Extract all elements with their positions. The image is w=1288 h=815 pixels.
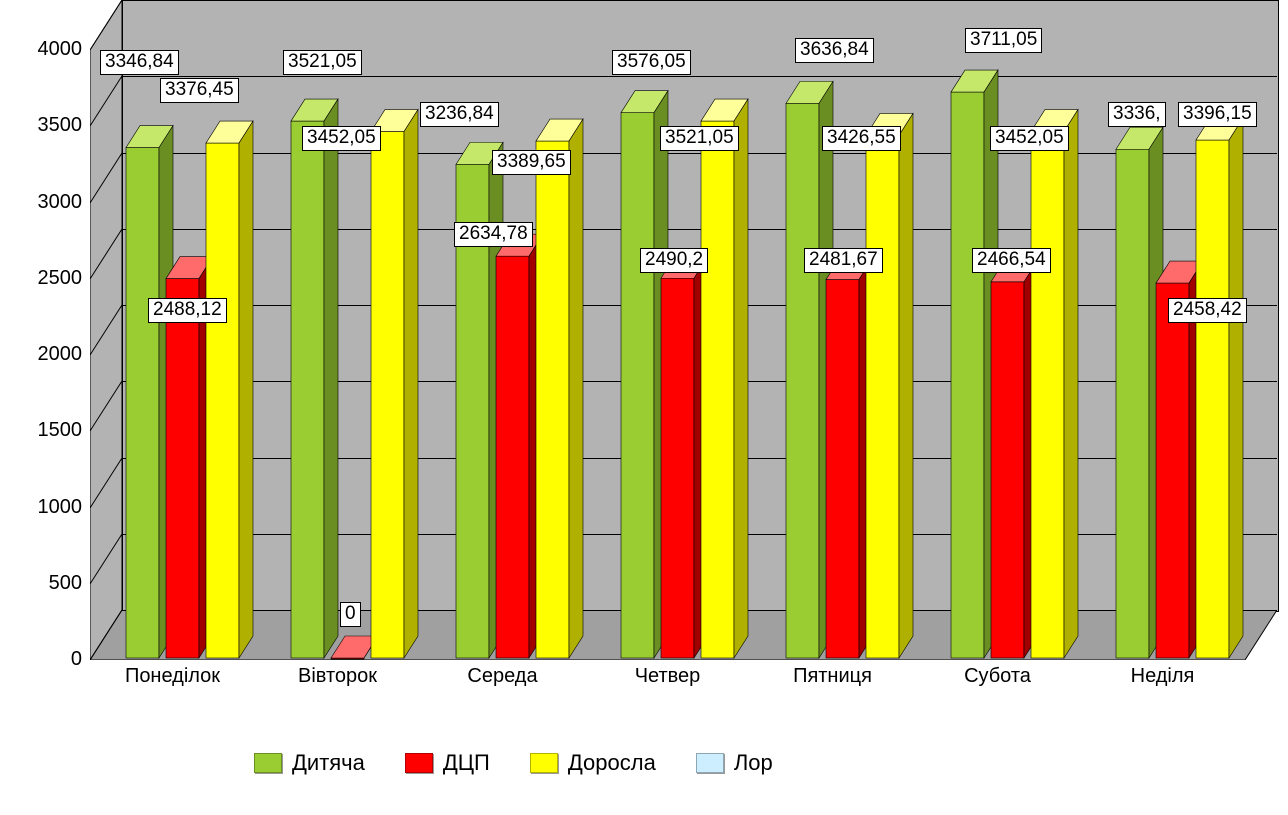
data-label: 3521,05 xyxy=(283,50,362,75)
gridline-side xyxy=(90,458,122,508)
legend-label: Дитяча xyxy=(292,750,365,776)
data-label: 0 xyxy=(340,602,361,627)
gridline-side xyxy=(90,76,122,126)
legend-swatch xyxy=(696,753,724,773)
data-label: 3376,45 xyxy=(160,78,239,103)
bar-side xyxy=(324,99,338,658)
data-label: 3236,84 xyxy=(420,102,499,127)
y-tick-label: 1000 xyxy=(0,496,82,519)
plot-area xyxy=(122,0,1277,660)
data-label: 3452,05 xyxy=(302,126,381,151)
bars xyxy=(122,0,1277,660)
bar-front xyxy=(1156,283,1189,658)
x-category-label: Понеділок xyxy=(90,665,255,688)
data-label: 3396,15 xyxy=(1178,102,1257,127)
gridline-side xyxy=(90,534,122,584)
y-tick-label: 4000 xyxy=(0,38,82,61)
bar-front xyxy=(496,256,529,658)
bar-front xyxy=(1196,140,1229,658)
bar-front xyxy=(621,113,654,658)
data-label: 3521,05 xyxy=(660,126,739,151)
data-label: 3389,65 xyxy=(492,150,571,175)
bar-side xyxy=(734,99,748,658)
gridline-side xyxy=(90,153,122,203)
data-label: 3336, xyxy=(1108,102,1166,127)
x-axis-labels: ПонеділокВівторокСередаЧетверПятницяСубо… xyxy=(90,665,1280,725)
bar-side xyxy=(1064,110,1078,658)
bar-side xyxy=(899,113,913,658)
bar-front xyxy=(166,279,199,658)
gridline-side xyxy=(90,0,122,50)
data-label: 2466,54 xyxy=(972,248,1051,273)
legend-swatch xyxy=(405,753,433,773)
x-category-label: Середа xyxy=(420,665,585,688)
x-category-label: Неділя xyxy=(1080,665,1245,688)
data-label: 3636,84 xyxy=(795,38,874,63)
gridline-side xyxy=(90,381,122,431)
bar-front xyxy=(701,121,734,658)
chart-root: 0 500 1000 1500 2000 2500 3000 3500 4000 3346,84… xyxy=(0,0,1288,815)
gridline-side xyxy=(90,610,122,660)
data-label: 2490,2 xyxy=(640,248,708,273)
data-label: 2481,67 xyxy=(804,248,883,273)
y-tick-label: 2500 xyxy=(0,267,82,290)
x-category-label: Субота xyxy=(915,665,1080,688)
legend-item: Дитяча xyxy=(254,750,365,776)
legend: Дитяча ДЦП Доросла Лор xyxy=(254,750,773,776)
data-label: 2488,12 xyxy=(148,298,227,323)
bar-front xyxy=(786,103,819,658)
y-tick-label: 0 xyxy=(0,648,82,671)
legend-swatch xyxy=(254,753,282,773)
legend-item: Лор xyxy=(696,750,773,776)
bar-side xyxy=(569,119,583,658)
legend-label: ДЦП xyxy=(443,750,490,776)
bar-side xyxy=(239,121,253,658)
legend-item: Доросла xyxy=(530,750,656,776)
bar-front xyxy=(866,135,899,658)
gridline-side xyxy=(90,229,122,279)
bar-front xyxy=(371,132,404,658)
bar-front xyxy=(661,278,694,658)
bar-front xyxy=(1116,149,1149,658)
bar-side xyxy=(404,110,418,658)
data-label: 3576,05 xyxy=(612,50,691,75)
legend-label: Доросла xyxy=(568,750,656,776)
bar-front xyxy=(126,148,159,658)
y-tick-label: 2000 xyxy=(0,343,82,366)
x-category-label: Вівторок xyxy=(255,665,420,688)
gridline-side xyxy=(90,305,122,355)
bar-front xyxy=(826,280,859,658)
y-tick-label: 500 xyxy=(0,572,82,595)
data-label: 2458,42 xyxy=(1168,298,1247,323)
data-label: 3711,05 xyxy=(965,28,1042,53)
bar-front xyxy=(991,282,1024,658)
bar-side xyxy=(1229,118,1243,658)
data-label: 2634,78 xyxy=(454,222,533,247)
data-label: 3452,05 xyxy=(990,126,1069,151)
bar-front xyxy=(291,121,324,658)
x-category-label: Четвер xyxy=(585,665,750,688)
legend-swatch xyxy=(530,753,558,773)
data-label: 3426,55 xyxy=(822,126,901,151)
bar-front xyxy=(206,143,239,658)
legend-item: ДЦП xyxy=(405,750,490,776)
x-category-label: Пятниця xyxy=(750,665,915,688)
data-label: 3346,84 xyxy=(100,50,179,75)
y-tick-label: 3500 xyxy=(0,114,82,137)
bar-front xyxy=(536,141,569,658)
legend-label: Лор xyxy=(734,750,773,776)
bar-front xyxy=(951,92,984,658)
y-tick-label: 3000 xyxy=(0,191,82,214)
y-tick-label: 1500 xyxy=(0,419,82,442)
bar-front xyxy=(1031,132,1064,658)
